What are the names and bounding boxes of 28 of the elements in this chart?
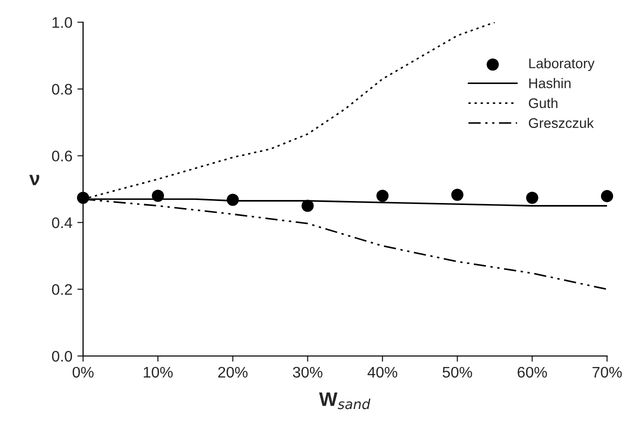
y-tick-label: 0.0 [52,350,72,362]
y-tick-label: 0.4 [52,217,72,228]
point [600,190,614,202]
x-tick-label: 10% [144,366,173,378]
legend-label: Greszczuk [528,118,594,128]
x-tick-label: 40% [368,366,398,378]
x-tick-label: 60% [518,366,547,378]
point [376,190,389,202]
point [451,188,464,201]
y-tick-label: 0.2 [52,284,72,295]
y-tick-label: 0.6 [52,150,72,162]
x-tick-label: 70% [592,366,622,378]
y-tick-label: 1.0 [52,17,72,28]
point [302,200,314,212]
point [226,194,239,206]
point [526,192,538,204]
x-axis-title: W$_{sand}$ [319,392,370,410]
y-axis-title: ν [29,174,40,186]
y-tick-label: 0.8 [52,84,72,95]
legend-label: Hashin [529,78,570,88]
x-tick-label: 0% [72,366,94,378]
x-tick-label: 30% [292,366,322,378]
point [152,190,164,202]
x-tick-label: 50% [442,366,472,378]
legend-label: Laboratory [529,58,595,72]
x-tick-label: 20% [218,366,248,378]
legend-label: Guth [528,98,558,108]
point [76,192,90,204]
